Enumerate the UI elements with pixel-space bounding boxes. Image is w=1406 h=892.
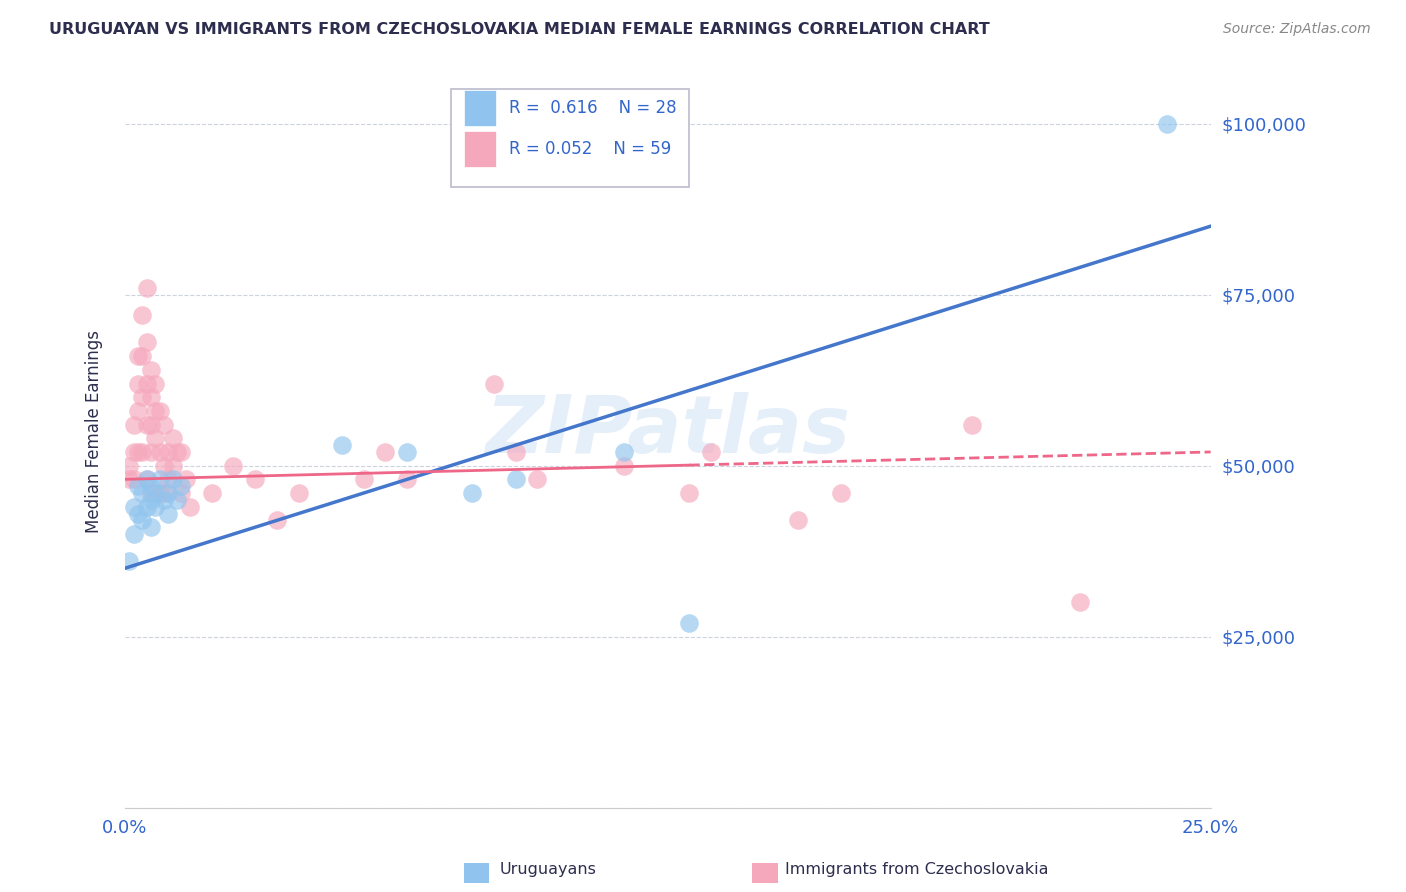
Point [162, 472, 184, 486]
Point [157, 472, 180, 486]
Point [135, 281, 157, 295]
Point [135, 376, 157, 391]
Point [678, 615, 700, 630]
Point [678, 486, 700, 500]
Point [222, 458, 245, 473]
Point [153, 486, 176, 500]
Point [396, 445, 419, 459]
Point [201, 486, 224, 500]
FancyBboxPatch shape [464, 90, 496, 126]
Point [613, 445, 636, 459]
Point [135, 335, 157, 350]
Point [135, 472, 157, 486]
Point [153, 417, 176, 432]
Point [157, 507, 180, 521]
FancyBboxPatch shape [464, 131, 496, 168]
Point [787, 513, 810, 527]
Point [118, 554, 141, 568]
Point [139, 445, 162, 459]
Point [127, 349, 149, 363]
Point [170, 445, 193, 459]
Point [135, 417, 157, 432]
Point [131, 349, 153, 363]
Text: ZIPatlas: ZIPatlas [485, 392, 851, 470]
Point [127, 376, 149, 391]
Text: R = 0.052    N = 59: R = 0.052 N = 59 [509, 140, 672, 158]
Point [148, 404, 170, 418]
Point [131, 445, 153, 459]
Text: R =  0.616    N = 28: R = 0.616 N = 28 [509, 99, 676, 117]
Point [135, 500, 157, 514]
Point [170, 486, 193, 500]
Point [526, 472, 548, 486]
Text: Immigrants from Czechoslovakia: Immigrants from Czechoslovakia [785, 863, 1047, 877]
Point [174, 472, 197, 486]
Point [122, 500, 145, 514]
Point [143, 486, 166, 500]
Y-axis label: Median Female Earnings: Median Female Earnings [86, 330, 103, 533]
Point [122, 445, 145, 459]
Point [960, 417, 983, 432]
Point [287, 486, 309, 500]
Point [127, 445, 149, 459]
Point [127, 507, 149, 521]
Point [330, 438, 353, 452]
Point [505, 445, 527, 459]
Point [135, 472, 157, 486]
Point [139, 479, 162, 493]
Point [131, 513, 153, 527]
Point [122, 417, 145, 432]
Point [148, 445, 170, 459]
Point [266, 513, 288, 527]
Point [482, 376, 505, 391]
Point [143, 376, 166, 391]
Point [170, 479, 193, 493]
Point [139, 390, 162, 404]
Point [461, 486, 484, 500]
Point [157, 445, 180, 459]
Point [243, 472, 266, 486]
Point [139, 417, 162, 432]
Point [162, 458, 184, 473]
Point [139, 486, 162, 500]
Text: Source: ZipAtlas.com: Source: ZipAtlas.com [1223, 22, 1371, 37]
Point [166, 492, 188, 507]
Point [505, 472, 527, 486]
Text: URUGUAYAN VS IMMIGRANTS FROM CZECHOSLOVAKIA MEDIAN FEMALE EARNINGS CORRELATION C: URUGUAYAN VS IMMIGRANTS FROM CZECHOSLOVA… [49, 22, 990, 37]
Point [613, 458, 636, 473]
Point [162, 431, 184, 445]
Point [396, 472, 419, 486]
Point [139, 520, 162, 534]
Point [1069, 595, 1091, 609]
Point [118, 458, 141, 473]
Point [118, 472, 141, 486]
Point [131, 486, 153, 500]
Point [131, 308, 153, 322]
Point [127, 404, 149, 418]
Point [122, 527, 145, 541]
Point [143, 404, 166, 418]
Point [157, 486, 180, 500]
Point [148, 486, 170, 500]
Point [166, 445, 188, 459]
Point [1156, 117, 1178, 131]
Point [139, 363, 162, 377]
FancyBboxPatch shape [450, 89, 689, 186]
Point [122, 472, 145, 486]
Point [143, 500, 166, 514]
Point [153, 492, 176, 507]
Point [353, 472, 375, 486]
Point [143, 431, 166, 445]
Point [153, 458, 176, 473]
Point [374, 445, 396, 459]
Text: Uruguayans: Uruguayans [499, 863, 596, 877]
Point [127, 479, 149, 493]
Point [148, 472, 170, 486]
Point [131, 390, 153, 404]
Point [830, 486, 852, 500]
Point [179, 500, 201, 514]
Point [139, 492, 162, 507]
Point [700, 445, 723, 459]
